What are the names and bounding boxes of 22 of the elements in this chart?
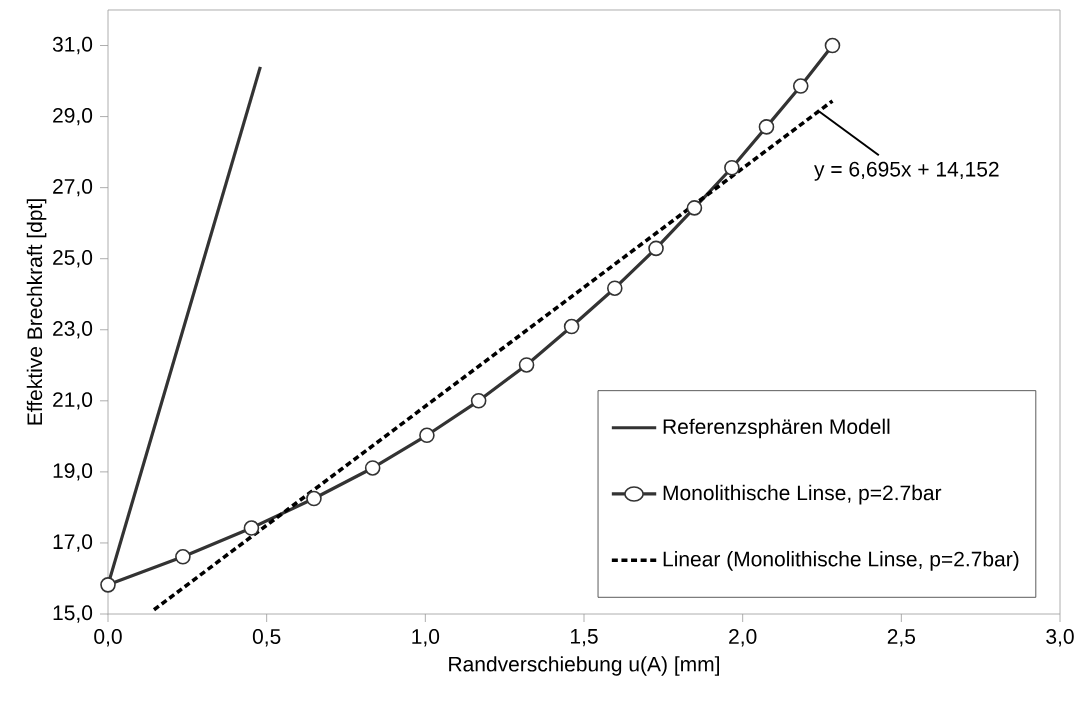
x-tick-label: 2,0 — [729, 629, 757, 647]
x-tick-label: 2,5 — [887, 629, 916, 647]
x-tick-label: 0,0 — [94, 629, 122, 647]
legend-label: Referenzsphären Modell — [663, 418, 890, 439]
y-tick-label: 31,0 — [52, 36, 93, 55]
y-tick-label: 15,0 — [53, 605, 93, 623]
x-tick-label: 0,5 — [252, 629, 281, 647]
legend-label: Monolithische Linse, p=2.7bar — [663, 484, 942, 505]
y-axis-title: Effektive Brechkraft [dpt] — [26, 199, 47, 425]
x-tick-label: 1,5 — [571, 629, 598, 647]
y-tick-label: 21,0 — [53, 392, 93, 410]
y-tick-label: 19,0 — [53, 463, 93, 481]
y-tick-label: 27,0 — [53, 178, 93, 197]
annotation: y = 6,695x + 14,152 — [814, 161, 999, 181]
y-tick-label: 29,0 — [53, 107, 93, 126]
x-tick-label: 1,0 — [412, 629, 440, 647]
y-tick-label: 25,0 — [53, 250, 93, 268]
legend-label: Linear (Monolithische Linse, p=2.7bar) — [663, 551, 1019, 571]
y-tick-label: 23,0 — [53, 321, 93, 339]
x-axis-title: Randverschiebung u(A) [mm] — [449, 656, 719, 676]
x-tick-label: 3,0 — [1046, 629, 1074, 647]
y-tick-label: 17,0 — [53, 534, 93, 552]
